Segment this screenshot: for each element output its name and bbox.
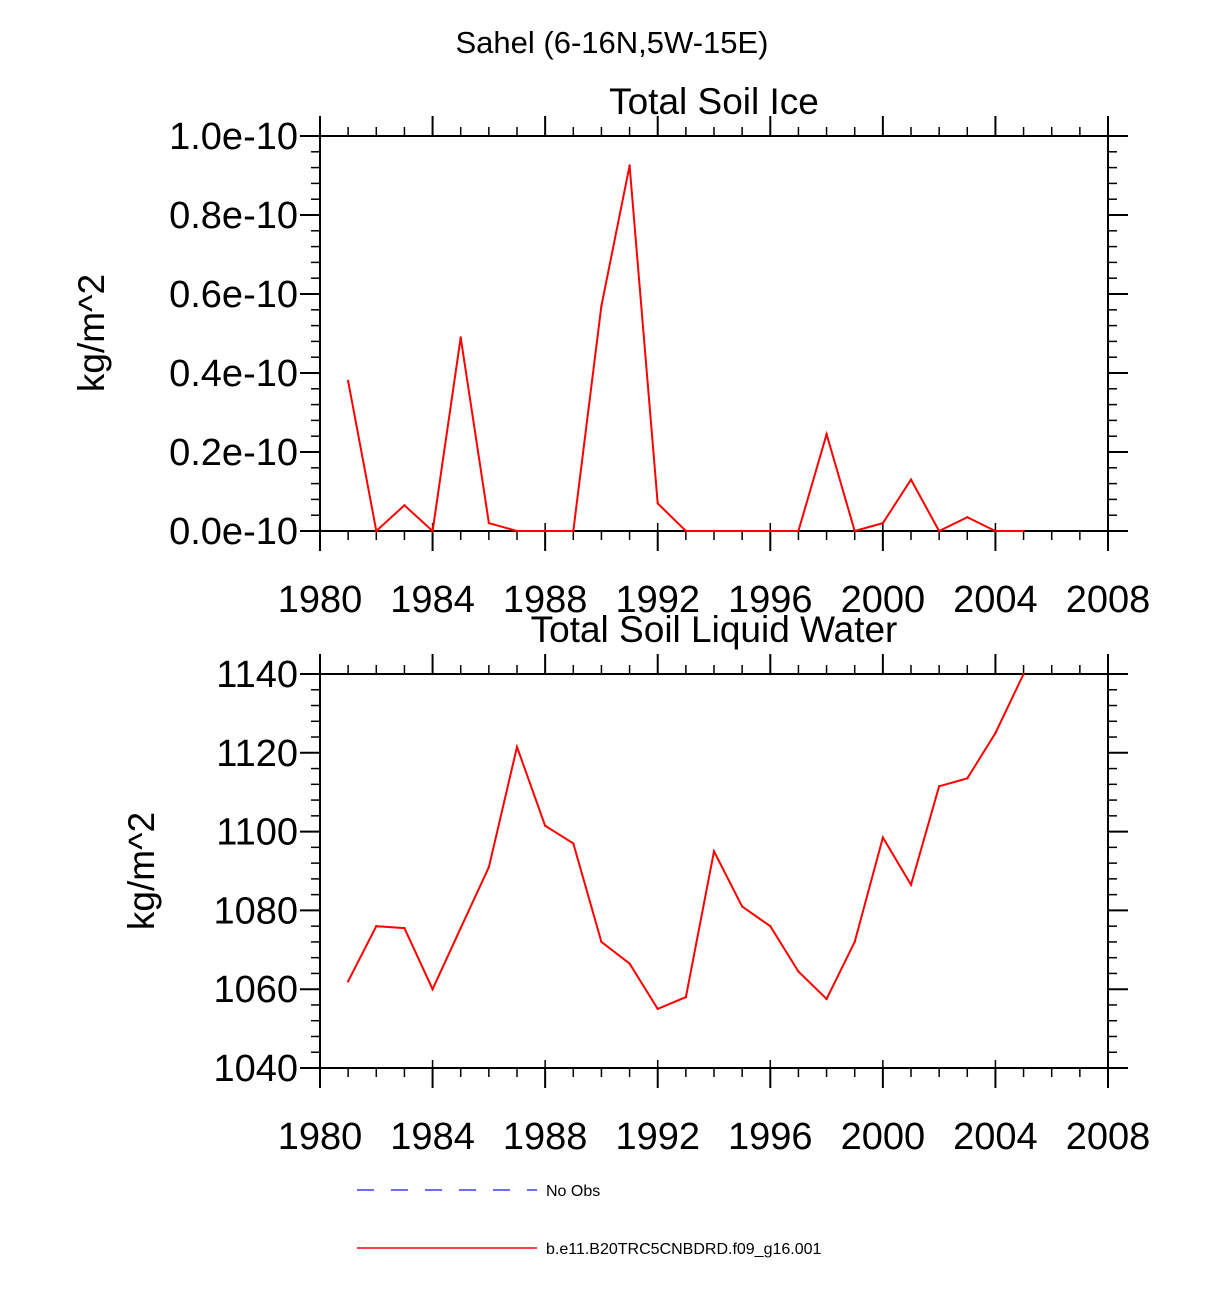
legend-label-1: No Obs xyxy=(546,1183,600,1200)
chart-panels: Total Soil Ice kg/m^2 1980 1984 1988 1992 1996… xyxy=(71,81,1150,1158)
x-tick-label: 1980 xyxy=(278,1116,363,1158)
x-tick-label: 2000 xyxy=(841,579,926,621)
data-point xyxy=(966,515,969,519)
data-point xyxy=(600,940,603,944)
data-point xyxy=(403,504,406,507)
data-point xyxy=(600,304,603,308)
y-tick-label: 1080 xyxy=(213,890,298,932)
data-point xyxy=(853,529,856,533)
x-tick-label: 1996 xyxy=(728,1116,813,1158)
data-point xyxy=(431,529,434,533)
data-point xyxy=(1022,529,1025,533)
data-point xyxy=(909,883,913,886)
data-point xyxy=(769,924,772,928)
chart-panel-2: Total Soil Liquid Water kg/m^2 1980 1984 198… xyxy=(121,609,1150,1158)
data-point xyxy=(572,842,575,845)
chart-title: Total Soil Ice xyxy=(609,81,819,122)
data-point xyxy=(853,940,856,944)
y-tick-label: 1100 xyxy=(216,812,298,854)
data-point xyxy=(375,529,378,533)
plot-frame xyxy=(319,135,1109,532)
x-tick-label: 1988 xyxy=(503,579,588,621)
y-tick-label: 1040 xyxy=(213,1048,298,1090)
data-point xyxy=(684,529,688,533)
data-point xyxy=(994,529,997,533)
data-point xyxy=(346,980,350,983)
y-tick-label: 0.4e-10 xyxy=(169,353,298,395)
x-tick-label: 2008 xyxy=(1066,1116,1151,1158)
data-point xyxy=(487,865,491,869)
data-point xyxy=(543,529,547,533)
data-point xyxy=(825,433,828,436)
data-point xyxy=(712,529,716,533)
data-point xyxy=(628,962,631,965)
data-point xyxy=(572,529,575,533)
x-tick-label: 1992 xyxy=(615,1116,700,1158)
y-tick-label: 1140 xyxy=(216,654,298,696)
data-point xyxy=(403,926,406,930)
y-tick-label: 1120 xyxy=(216,733,298,775)
chart-title: Total Soil Liquid Water xyxy=(531,609,898,650)
series-line-1 xyxy=(347,673,1025,1011)
x-tick-label: 1980 xyxy=(278,579,363,621)
x-tick-label: 1992 xyxy=(615,579,700,621)
data-point xyxy=(825,997,828,1001)
data-point xyxy=(487,521,491,525)
x-tick-label: 2000 xyxy=(841,1116,926,1158)
y-tick-label: 0.0e-10 xyxy=(169,511,298,553)
data-point xyxy=(937,529,941,533)
data-point xyxy=(769,529,772,533)
data-point xyxy=(1022,672,1025,676)
data-point xyxy=(656,502,659,505)
data-point xyxy=(740,529,744,533)
chart-panel-1: Total Soil Ice kg/m^2 1980 1984 1988 1992 1996… xyxy=(71,81,1150,621)
y-tick-label: 1.0e-10 xyxy=(169,116,298,158)
data-point xyxy=(459,336,462,339)
data-point xyxy=(375,924,378,928)
data-point xyxy=(966,777,969,780)
x-tick-label: 1984 xyxy=(390,1116,475,1158)
data-point xyxy=(431,988,434,991)
data-point xyxy=(628,164,631,167)
data-point xyxy=(459,926,462,930)
x-tick-label: 2008 xyxy=(1066,579,1151,621)
series-line-1 xyxy=(347,165,1024,534)
data-point xyxy=(515,529,519,533)
y-tick-label: 0.6e-10 xyxy=(169,274,298,316)
data-point xyxy=(515,745,519,749)
y-axis-label: kg/m^2 xyxy=(121,812,162,930)
x-tick-label: 1988 xyxy=(503,1116,588,1158)
legend-label-2: b.e11.B20TRC5CNBDRD.f09_g16.001 xyxy=(546,1241,822,1258)
x-tick-label: 2004 xyxy=(953,579,1038,621)
data-point xyxy=(656,1007,659,1011)
data-point xyxy=(909,478,913,481)
data-point xyxy=(937,785,941,788)
x-tick-label: 1984 xyxy=(390,579,475,621)
data-point xyxy=(797,529,800,533)
data-point xyxy=(881,836,885,839)
y-tick-label: 0.8e-10 xyxy=(169,195,298,237)
data-point xyxy=(684,995,688,999)
data-point xyxy=(740,905,744,908)
x-tick-label: 2004 xyxy=(953,1116,1038,1158)
data-point xyxy=(712,850,716,853)
data-point xyxy=(797,970,800,973)
legend: No Obs b.e11.B20TRC5CNBDRD.f09_g16.001 xyxy=(357,1183,822,1258)
y-axis-label: kg/m^2 xyxy=(71,274,112,392)
plot-frame xyxy=(319,673,1109,1069)
y-tick-label: 0.2e-10 xyxy=(169,432,298,474)
y-tick-label: 1060 xyxy=(213,969,298,1011)
data-point xyxy=(994,731,997,735)
data-point xyxy=(881,521,885,525)
figure-suptitle: Sahel (6-16N,5W-15E) xyxy=(455,25,768,60)
x-tick-label: 1996 xyxy=(728,579,813,621)
data-point xyxy=(346,379,350,383)
data-point xyxy=(543,824,547,827)
